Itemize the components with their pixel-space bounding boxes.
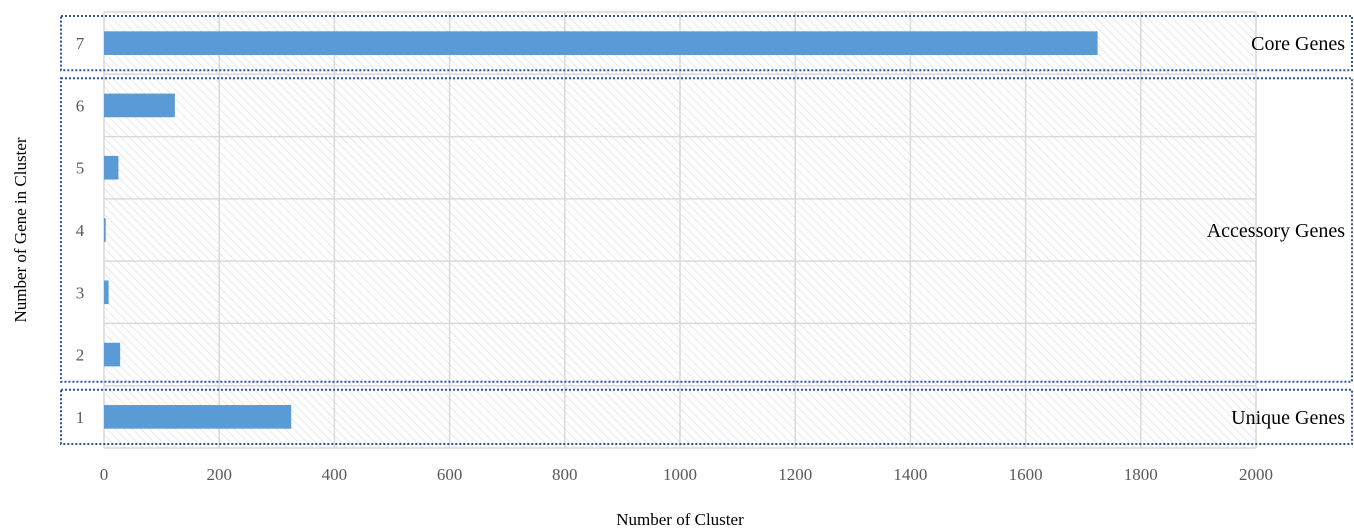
bar-2 xyxy=(104,342,121,367)
x-tick-label: 1200 xyxy=(778,465,812,484)
group-label: Unique Genes xyxy=(1231,407,1345,429)
bar-1 xyxy=(104,405,292,429)
x-tick-label: 400 xyxy=(322,465,348,484)
group-box xyxy=(60,77,1353,383)
x-tick-label: 1600 xyxy=(1009,465,1043,484)
y-tick-label: 1 xyxy=(76,408,85,427)
y-tick-labels: 1 2 3 4 5 6 7 xyxy=(76,34,85,427)
bar-6 xyxy=(104,93,175,118)
x-tick-label: 1400 xyxy=(893,465,927,484)
bars xyxy=(104,31,1098,429)
group-label: Accessory Genes xyxy=(1207,220,1345,242)
x-tick-label: 1000 xyxy=(663,465,697,484)
bar-7 xyxy=(104,31,1098,55)
gene-group-boxes: Core Genes Accessory Genes Unique Genes xyxy=(60,15,1353,446)
y-tick-label: 6 xyxy=(76,96,85,115)
group-box xyxy=(60,388,1353,446)
bar-4 xyxy=(104,218,106,242)
x-tick-label: 2000 xyxy=(1239,465,1273,484)
x-tick-label: 200 xyxy=(206,465,232,484)
x-tick-label: 1800 xyxy=(1124,465,1158,484)
y-tick-label: 2 xyxy=(76,346,85,365)
gridlines xyxy=(103,11,1257,449)
y-axis-title: Number of Gene in Cluster xyxy=(11,137,30,322)
x-tick-labels: 0 200 400 600 800 1000 1200 1400 1600 1800 2000 xyxy=(100,465,1273,484)
y-tick-label: 5 xyxy=(76,159,85,178)
bar-5 xyxy=(104,155,119,180)
y-tick-label: 7 xyxy=(76,34,85,53)
x-tick-label: 800 xyxy=(552,465,578,484)
bar-3 xyxy=(104,280,109,305)
x-tick-label: 0 xyxy=(100,465,109,484)
x-axis-title: Number of Cluster xyxy=(616,510,744,529)
y-tick-label: 3 xyxy=(76,283,85,302)
group-label: Core Genes xyxy=(1251,33,1345,55)
group-box xyxy=(60,15,1353,72)
x-tick-label: 600 xyxy=(437,465,463,484)
y-tick-label: 4 xyxy=(76,221,85,240)
